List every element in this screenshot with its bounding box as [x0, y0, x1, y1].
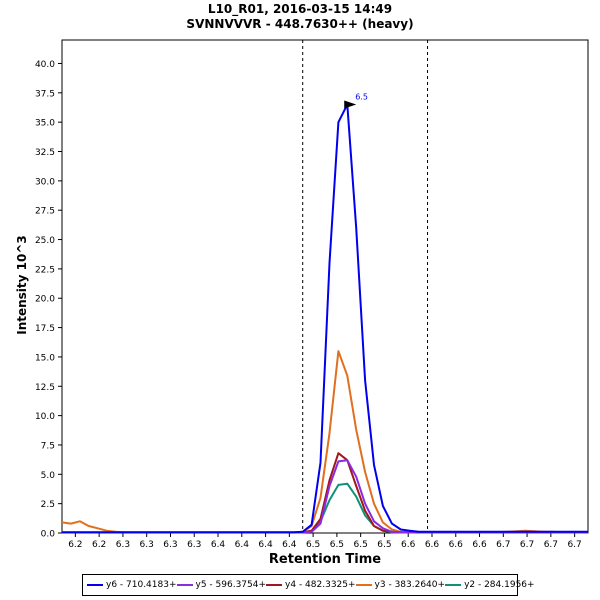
- legend-item: y5 - 596.3754+: [176, 580, 267, 590]
- chart-title: L10_R01, 2016-03-15 14:49: [207, 2, 393, 16]
- legend-label: y5 - 596.3754+: [195, 580, 267, 590]
- y-tick-label: 25.0: [35, 236, 55, 246]
- x-tick-label: 6.6: [472, 540, 487, 550]
- y-tick-label: 5.0: [41, 471, 56, 481]
- x-tick-label: 6.7: [496, 540, 510, 550]
- legend-swatch: [87, 584, 103, 586]
- y-tick-label: 0.0: [41, 530, 56, 540]
- y-tick-label: 17.5: [35, 324, 55, 334]
- x-tick-label: 6.4: [235, 540, 250, 550]
- y-tick-label: 22.5: [35, 265, 55, 275]
- peak-marker: [344, 100, 357, 109]
- legend-swatch: [266, 584, 283, 586]
- y-tick-label: 40.0: [35, 60, 55, 70]
- x-tick-label: 6.5: [353, 540, 367, 550]
- legend-swatch: [445, 584, 462, 586]
- series-line: [62, 103, 588, 534]
- legend-swatch: [176, 584, 193, 586]
- y-tick-label: 10.0: [35, 412, 55, 422]
- x-tick-label: 6.6: [425, 540, 440, 550]
- y-axis: 0.0 2.5 5.0 7.5 10.0 12.5 15.0 17.5 20.0 22.5 25.0…: [35, 60, 62, 540]
- x-tick-label: 6.5: [377, 540, 391, 550]
- x-tick-label: 6.7: [520, 540, 534, 550]
- y-tick-label: 27.5: [35, 207, 55, 217]
- x-axis-label: Retention Time: [269, 552, 381, 567]
- y-tick-label: 12.5: [35, 383, 55, 393]
- y-axis-label: Intensity 10^3: [15, 235, 29, 335]
- x-tick-label: 6.2: [68, 540, 82, 550]
- x-tick-label: 6.2: [92, 540, 106, 550]
- legend-item: y6 - 710.4183+: [87, 580, 177, 590]
- x-tick-label: 6.5: [330, 540, 344, 550]
- x-tick-label: 6.5: [306, 540, 320, 550]
- x-axis: 6.2 6.2 6.3 6.3 6.3 6.3 6.4 6.4 6.4 6.4 6.5 6.5 6.5 6…: [68, 533, 582, 550]
- y-tick-label: 7.5: [41, 441, 55, 451]
- x-tick-label: 6.3: [140, 540, 154, 550]
- plot-frame: [61, 39, 589, 534]
- y-tick-label: 30.0: [35, 177, 55, 187]
- series-layer: 6.5: [61, 93, 588, 534]
- x-tick-label: 6.3: [187, 540, 201, 550]
- chart-subtitle: SVNNVVVR - 448.7630++ (heavy): [186, 17, 414, 31]
- legend-label: y3 - 383.2640+: [374, 580, 446, 590]
- legend-label: y2 - 284.1956+: [464, 580, 535, 590]
- y-tick-label: 20.0: [35, 295, 55, 305]
- x-tick-label: 6.4: [211, 540, 226, 550]
- x-tick-label: 6.3: [116, 540, 130, 550]
- legend-swatch: [355, 584, 372, 586]
- y-tick-label: 32.5: [35, 148, 55, 158]
- y-tick-label: 37.5: [35, 89, 55, 99]
- y-tick-label: 15.0: [35, 353, 55, 363]
- legend-label: y6 - 710.4183+: [106, 580, 177, 590]
- x-tick-label: 6.4: [282, 540, 297, 550]
- legend-item: y2 - 284.1956+: [445, 580, 535, 590]
- x-tick-label: 6.7: [544, 540, 558, 550]
- x-tick-label: 6.6: [401, 540, 416, 550]
- y-tick-label: 2.5: [41, 500, 55, 510]
- x-tick-label: 6.4: [258, 540, 273, 550]
- plot-area: [61, 39, 589, 534]
- legend: y6 - 710.4183+ y5 - 596.3754+ y4 - 482.332…: [82, 574, 535, 596]
- y-tick-label: 35.0: [35, 119, 55, 129]
- peak-label: 6.5: [355, 93, 368, 102]
- x-tick-label: 6.3: [163, 540, 177, 550]
- legend-item: y3 - 383.2640+: [355, 580, 446, 590]
- x-tick-label: 6.7: [567, 540, 581, 550]
- x-tick-label: 6.6: [449, 540, 464, 550]
- legend-item: y4 - 482.3325+: [266, 580, 356, 590]
- legend-label: y4 - 482.3325+: [285, 580, 356, 590]
